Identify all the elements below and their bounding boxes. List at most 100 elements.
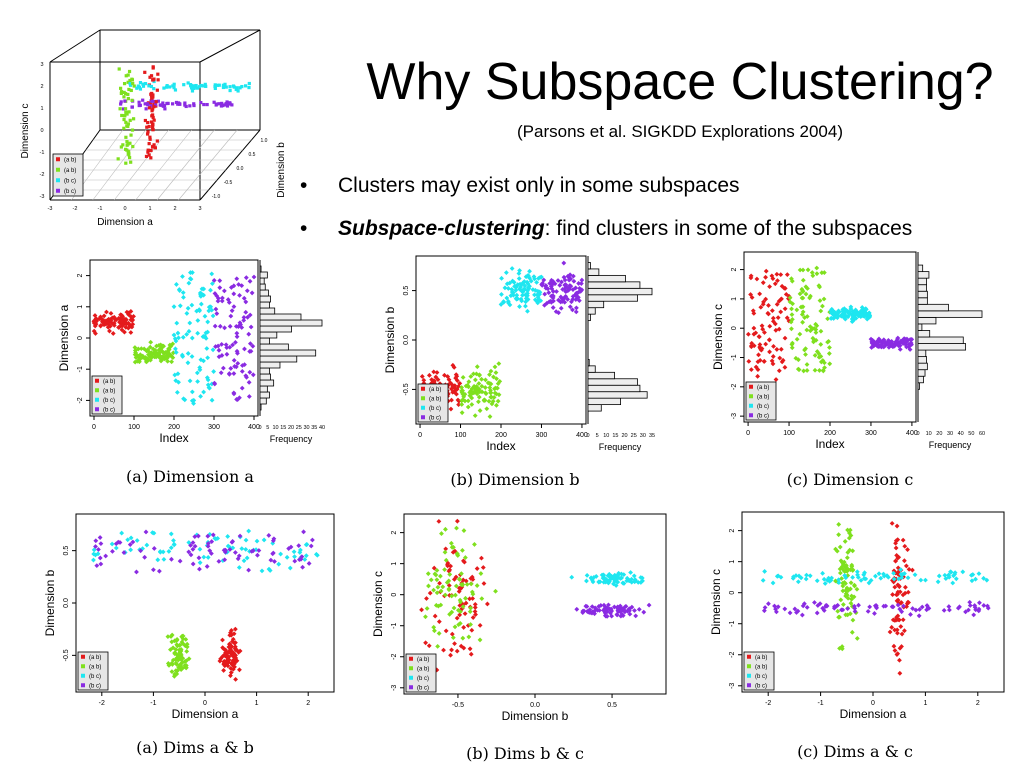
data-point xyxy=(189,302,195,308)
data-point xyxy=(472,601,478,607)
data-point xyxy=(846,311,852,316)
data-point xyxy=(760,280,766,286)
data-point xyxy=(170,341,176,347)
data-point xyxy=(119,314,125,320)
data-point xyxy=(132,345,138,350)
cube-edge xyxy=(199,129,261,201)
data-point xyxy=(125,140,129,144)
data-point xyxy=(457,576,463,582)
data-point xyxy=(167,352,173,358)
data-point xyxy=(562,294,568,300)
data-point xyxy=(144,542,150,548)
data-point xyxy=(782,364,788,370)
data-point xyxy=(827,345,832,350)
data-point xyxy=(151,546,157,551)
x-tick-label: 1 xyxy=(255,700,259,707)
data-point xyxy=(469,627,475,633)
data-point xyxy=(442,372,447,378)
y-tick-label: 2 xyxy=(729,529,736,533)
data-point xyxy=(569,574,575,580)
data-point xyxy=(631,573,637,579)
data-point xyxy=(147,344,153,350)
data-point xyxy=(171,538,176,543)
data-point xyxy=(225,534,231,539)
y-tick-label: -0.5 xyxy=(63,649,70,661)
data-point xyxy=(186,328,192,334)
data-point xyxy=(247,278,253,284)
data-point xyxy=(221,668,227,673)
data-point xyxy=(426,372,432,378)
data-point xyxy=(493,588,498,594)
data-point xyxy=(143,102,147,106)
data-point xyxy=(235,360,241,366)
data-point xyxy=(138,81,143,85)
data-point xyxy=(149,120,154,124)
data-point xyxy=(584,572,590,578)
hist-tick-label: 35 xyxy=(649,433,655,439)
hist-tick-label: 25 xyxy=(631,433,637,439)
legend-label: (b c) xyxy=(103,407,115,413)
points-3d xyxy=(116,65,251,165)
data-point xyxy=(232,626,238,632)
data-point xyxy=(895,597,901,603)
data-point xyxy=(474,566,480,571)
data-point xyxy=(161,104,165,108)
y-tick-label: -3 xyxy=(391,685,398,691)
data-point xyxy=(554,289,559,294)
data-point xyxy=(570,307,575,313)
data-point xyxy=(770,354,776,359)
hist-bar xyxy=(917,369,926,377)
data-point xyxy=(971,612,977,618)
data-point xyxy=(479,383,485,389)
data-point xyxy=(152,118,156,122)
data-point xyxy=(436,518,442,524)
data-point xyxy=(246,528,252,534)
data-point xyxy=(467,609,473,615)
data-point xyxy=(487,414,493,419)
data-point xyxy=(763,341,769,347)
data-point xyxy=(542,291,548,297)
data-point xyxy=(249,290,255,296)
points xyxy=(91,528,320,682)
data-point xyxy=(867,604,873,610)
y-axis-label: Dimension c xyxy=(711,304,725,370)
data-point xyxy=(507,302,513,308)
data-point xyxy=(230,103,234,107)
data-point xyxy=(123,99,127,103)
x-tick-label: -0.5 xyxy=(452,702,464,709)
data-point xyxy=(528,278,534,284)
data-point xyxy=(776,368,782,374)
data-point xyxy=(228,101,232,105)
data-point xyxy=(227,344,233,350)
data-point xyxy=(436,631,442,636)
data-point xyxy=(163,107,167,111)
data-point xyxy=(448,652,453,658)
data-point xyxy=(130,105,134,109)
data-point xyxy=(454,525,459,531)
data-point xyxy=(818,328,824,334)
data-point xyxy=(981,603,987,608)
data-point xyxy=(875,338,880,344)
data-point xyxy=(887,629,893,635)
data-point xyxy=(827,578,833,584)
data-point xyxy=(244,288,250,294)
hist-tick-label: 30 xyxy=(947,431,953,437)
data-point xyxy=(217,285,223,291)
hist-bar xyxy=(587,287,653,296)
data-point xyxy=(286,546,292,551)
data-point xyxy=(443,526,448,532)
data-point xyxy=(229,308,235,314)
data-point xyxy=(863,576,869,582)
y-tick-label: 0.5 xyxy=(63,546,70,556)
data-point xyxy=(233,323,239,329)
data-point xyxy=(205,555,211,560)
data-point xyxy=(802,347,807,353)
data-point xyxy=(128,118,132,122)
data-point xyxy=(98,541,104,547)
data-point xyxy=(130,77,134,81)
data-point xyxy=(133,355,139,360)
data-point xyxy=(232,363,237,369)
x-tick-label: -2 xyxy=(765,700,771,707)
data-point xyxy=(136,84,140,88)
y-axis-label: Dimension c xyxy=(371,571,385,637)
